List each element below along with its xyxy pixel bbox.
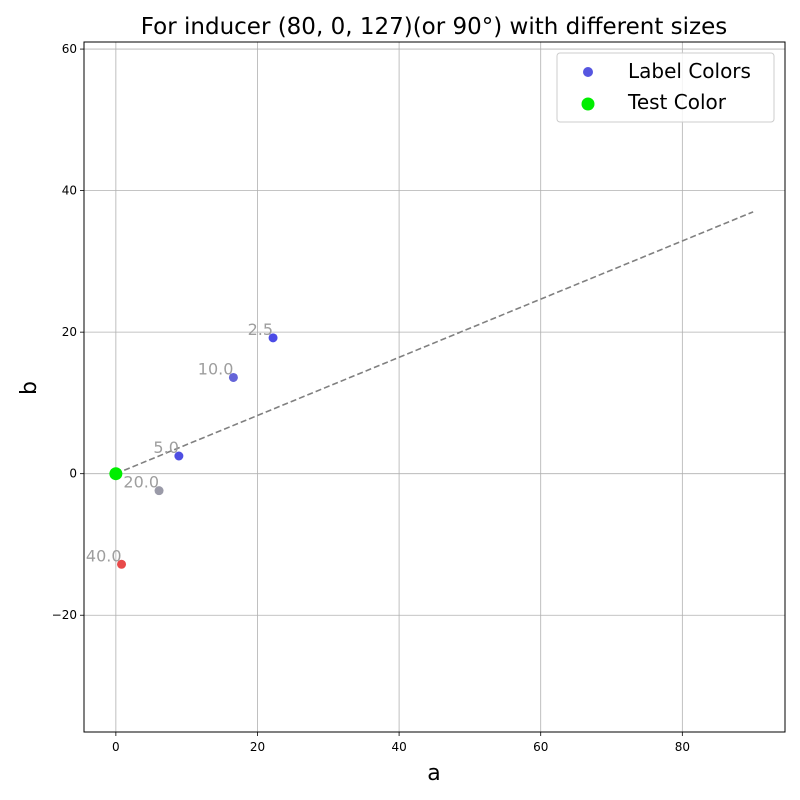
point-labels-layer: 2.5 10.0 5.0 20.0 40.0 — [86, 320, 273, 565]
points-layer — [109, 333, 278, 569]
point-label: 5.0 — [153, 438, 178, 457]
y-tick-label: 40 — [62, 184, 77, 198]
label-color-point — [268, 333, 278, 343]
y-tick-label: −20 — [52, 608, 77, 622]
label-color-point — [174, 451, 184, 461]
point-label: 40.0 — [86, 546, 122, 565]
legend-label-test-color: Test Color — [627, 90, 727, 114]
x-tick-label: 20 — [250, 740, 265, 754]
x-ticks: 0 20 40 60 80 — [112, 732, 690, 754]
test-color-point — [109, 467, 123, 481]
y-tick-label: 60 — [62, 42, 77, 56]
legend-marker-test-color — [581, 97, 595, 111]
legend-label-label-colors: Label Colors — [628, 59, 751, 83]
grid — [84, 42, 785, 732]
chart-title: For inducer (80, 0, 127)(or 90°) with di… — [141, 14, 728, 40]
x-tick-label: 40 — [391, 740, 406, 754]
legend: Label Colors Test Color — [556, 52, 775, 123]
point-label: 10.0 — [198, 359, 234, 378]
label-color-point — [228, 372, 238, 382]
label-color-point — [117, 559, 127, 569]
label-color-point — [154, 486, 164, 496]
legend-marker-label-colors — [583, 67, 593, 77]
y-axis-title: b — [17, 381, 42, 395]
reference-line — [115, 211, 754, 475]
y-tick-label: 20 — [62, 325, 77, 339]
x-tick-label: 0 — [112, 740, 120, 754]
point-label: 20.0 — [123, 473, 159, 492]
reference-line-layer — [115, 211, 754, 475]
x-axis-title: a — [427, 761, 440, 786]
y-tick-label: 0 — [69, 467, 77, 481]
plot-frame — [83, 41, 786, 733]
x-tick-label: 80 — [675, 740, 690, 754]
point-label: 2.5 — [248, 320, 273, 339]
legend-box — [556, 52, 775, 123]
y-ticks: −20 0 20 40 60 — [52, 42, 84, 622]
x-tick-label: 60 — [533, 740, 548, 754]
